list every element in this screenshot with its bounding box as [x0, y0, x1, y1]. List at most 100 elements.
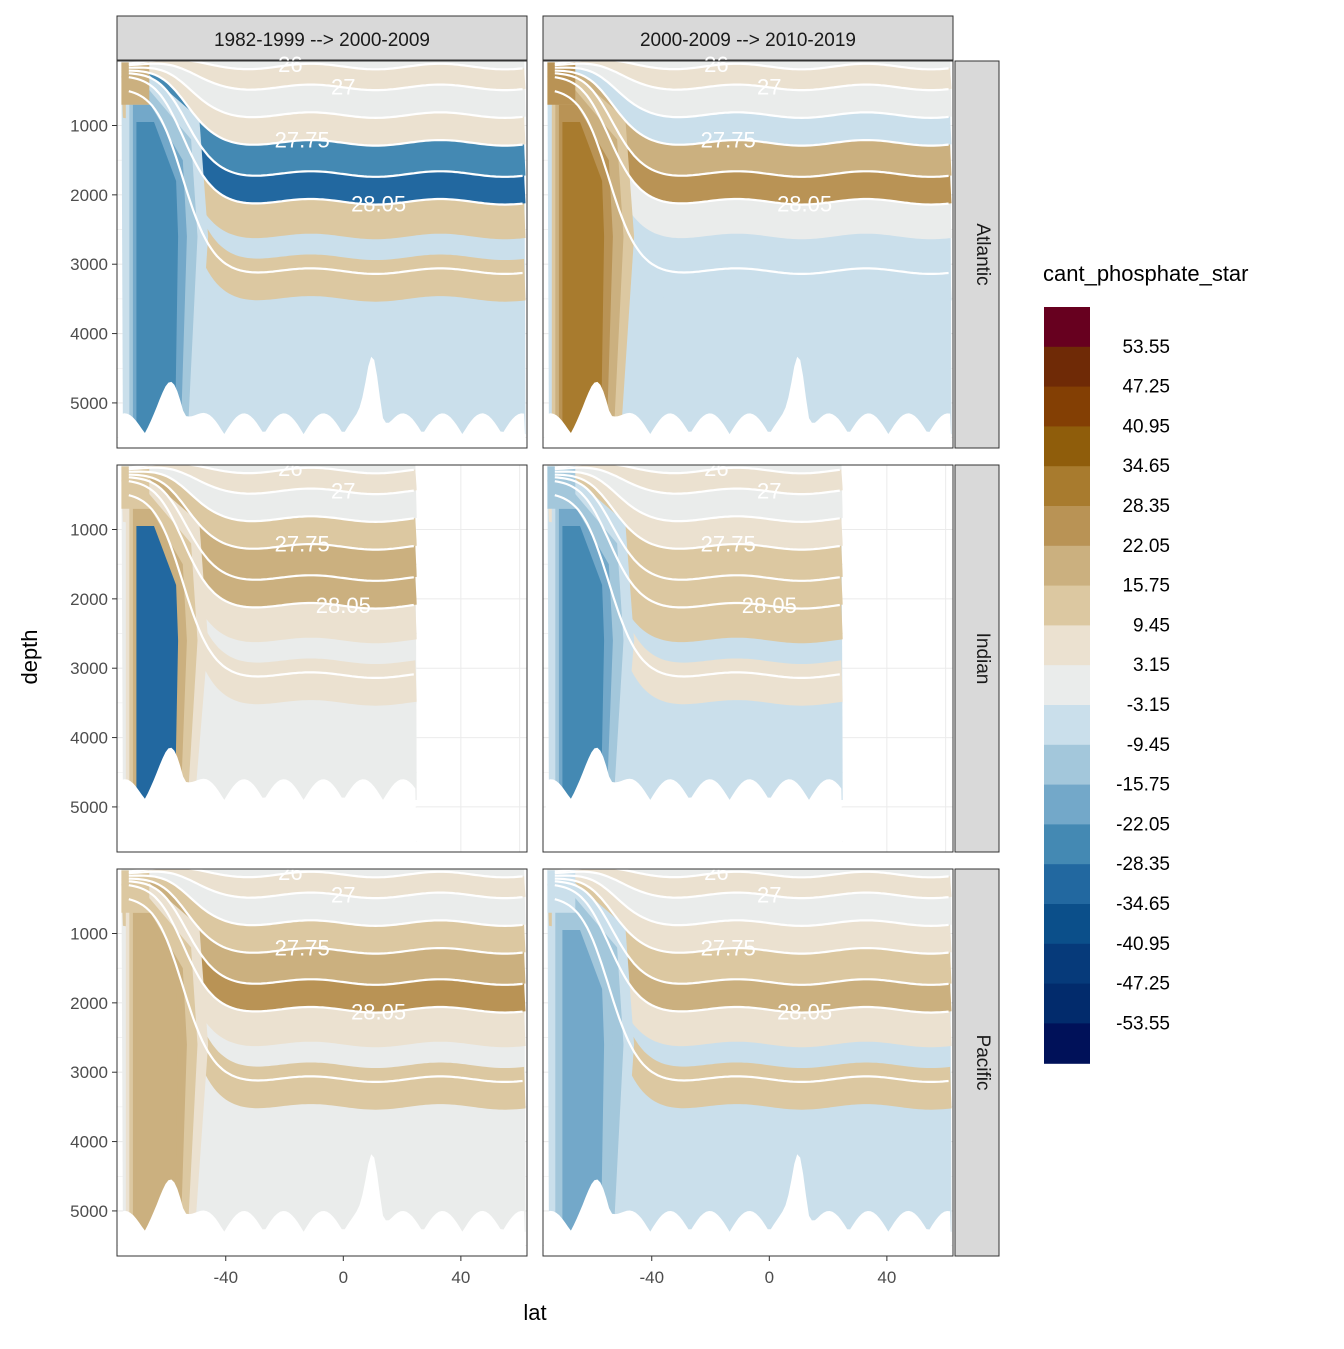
fill-band-lower [121, 75, 526, 302]
legend-color-box [1044, 784, 1090, 825]
seafloor-mask [543, 747, 843, 852]
isopycnal-line [554, 66, 949, 120]
legend-label: 15.75 [1122, 576, 1170, 597]
isopycnal-line [554, 465, 840, 475]
legend-color-box [1044, 545, 1090, 587]
y-tick-label: 4000 [70, 1133, 108, 1152]
legend-label: 47.25 [1122, 377, 1170, 398]
fill-band-core [121, 474, 417, 581]
legend-label: -47.25 [1116, 974, 1170, 995]
contour-label: 26 [704, 456, 728, 481]
isopycnal-line [128, 62, 523, 92]
legend-color-box [1044, 346, 1090, 388]
isopycnal-line [554, 76, 949, 206]
panel-border [542, 60, 954, 449]
y-tick-label: 1000 [70, 925, 108, 944]
legend-color-box [1044, 864, 1090, 905]
row-strip-label: Pacific [972, 1035, 993, 1091]
facet-panel: 26 27 27.75 28.05 1000 2000 3000 4000 5000 -40 0 40 [70, 860, 528, 1287]
y-tick-label: 5000 [70, 394, 108, 413]
legend-color-box [1044, 1023, 1090, 1064]
fill-band-core-deep [121, 72, 526, 205]
fill-band-core [121, 70, 526, 177]
fill-band-core-deep [121, 476, 417, 609]
legend-label: -28.35 [1116, 854, 1170, 875]
fill-band-intermediate [121, 471, 417, 550]
column-strip-label: 1982-1999 --> 2000-2009 [214, 30, 430, 51]
fill-band-lower-intermediate [547, 76, 952, 240]
fill-band-intermediate [121, 67, 526, 146]
row-strip-bg [954, 464, 1000, 853]
legend-color-box [1044, 426, 1090, 467]
fill-southern-plume [562, 122, 605, 435]
contour-label: 28.05 [777, 192, 832, 217]
fill-southern-surface [547, 870, 576, 913]
contour-label: 27.75 [701, 935, 756, 960]
contour-label: 27.75 [275, 935, 330, 960]
column-strip: 1982-1999 --> 2000-2009 [116, 15, 528, 61]
isopycnal-line [554, 494, 840, 679]
x-tick-label: 0 [339, 1268, 348, 1287]
isopycnal-line [128, 76, 523, 206]
panel-border [116, 60, 528, 449]
legend-label: 34.65 [1122, 456, 1170, 477]
seafloor-mask [117, 747, 417, 852]
contour-label: 27 [757, 74, 781, 99]
y-tick-label: 5000 [70, 798, 108, 817]
isopycnal-line [554, 470, 840, 524]
fill-band-thermocline [121, 869, 526, 899]
fill-band-intermediate [547, 875, 952, 954]
isopycnal-line [128, 90, 523, 275]
legend-color-box [1044, 943, 1090, 985]
isopycnal-line [128, 72, 523, 178]
isopycnal-line [554, 476, 840, 582]
isopycnal-line [554, 466, 840, 496]
legend-label: -15.75 [1116, 775, 1170, 796]
legend-color-box [1044, 705, 1090, 746]
isopycnal-line [554, 898, 949, 1083]
facet-strips: 1982-1999 --> 2000-2009 2000-2009 --> 201… [116, 15, 1000, 1257]
legend-color-box [1044, 506, 1090, 547]
fill-band-thermocline [547, 61, 952, 91]
isopycnal-line [128, 874, 523, 928]
y-axis-title: depth [17, 629, 42, 684]
legend-label: -40.95 [1116, 934, 1170, 955]
isopycnal-line [128, 870, 523, 900]
legend-label: 22.05 [1122, 536, 1170, 557]
y-tick-label: 1000 [70, 521, 108, 540]
isopycnal-line [128, 884, 523, 1014]
contour-label: 27 [331, 74, 355, 99]
row-strip: Atlantic [954, 60, 1000, 449]
row-strip: Indian [954, 464, 1000, 853]
contour-label: 28.05 [777, 1000, 832, 1025]
isopycnal-line [554, 473, 840, 551]
fill-southern-plume [136, 930, 179, 1232]
legend-color-box [1044, 386, 1090, 427]
legend-title: cant_phosphate_star [1043, 261, 1249, 286]
fill-southern-surface [121, 870, 150, 913]
contour-label: 27.75 [701, 127, 756, 152]
panel-fill-area [543, 61, 952, 448]
contour-label: 26 [278, 860, 302, 885]
masked-grid [842, 465, 953, 852]
isopycnal-line [128, 494, 414, 679]
fill-southern-plume [562, 526, 605, 800]
y-tick-label: 2000 [70, 186, 108, 205]
isopycnal-line [554, 69, 949, 147]
row-strip-bg [954, 868, 1000, 1257]
isopycnal-line [554, 884, 949, 1014]
legend-color-box [1044, 466, 1090, 507]
panel-fill-area [117, 869, 526, 1256]
isopycnal-line [554, 877, 949, 955]
legend-label: 28.35 [1122, 496, 1170, 517]
legend-label: -3.15 [1127, 695, 1170, 716]
fill-band-thermocline [121, 61, 526, 91]
fill-band-lower-intermediate [121, 76, 526, 240]
contour-label: 28.05 [351, 1000, 406, 1025]
y-tick-label: 3000 [70, 659, 108, 678]
legend-label: -53.55 [1116, 1013, 1170, 1034]
land-mask [842, 465, 953, 852]
panel-border [116, 868, 528, 1257]
facet-panel: 26 27 27.75 28.05 1000 2000 3000 4000 5000 [70, 52, 528, 449]
